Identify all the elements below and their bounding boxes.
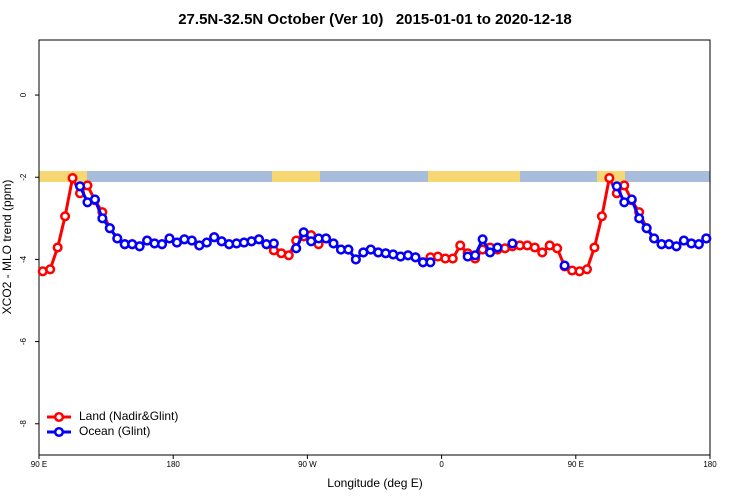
data-point <box>626 194 637 205</box>
data-point <box>552 243 563 254</box>
data-point <box>447 253 458 264</box>
data-point <box>604 173 615 184</box>
data-point <box>164 233 175 244</box>
legend-label: Land (Nadir&Glint) <box>79 409 178 423</box>
data-point <box>596 211 607 222</box>
data-point <box>134 241 145 252</box>
data-point <box>693 239 704 250</box>
data-point <box>156 239 168 250</box>
data-point <box>410 252 421 263</box>
data-point <box>201 237 212 248</box>
data-point <box>470 250 481 261</box>
data-point <box>559 260 570 271</box>
data-point <box>209 232 220 243</box>
y-tick-label: -2 <box>19 173 28 181</box>
data-point <box>350 254 361 265</box>
data-point <box>485 247 496 258</box>
data-point <box>641 223 652 234</box>
x-tick-label: 180 <box>703 460 717 469</box>
y-axis-label: XCO2 - MLO trend (ppm) <box>0 180 14 315</box>
data-point <box>634 213 645 224</box>
x-tick-label: 90 E <box>31 460 47 469</box>
data-point <box>104 223 115 234</box>
data-point <box>649 233 660 244</box>
data-point <box>611 181 622 192</box>
data-point <box>701 233 712 244</box>
data-point <box>253 234 264 245</box>
x-tick-label: 180 <box>167 460 181 469</box>
data-point <box>507 238 518 249</box>
data-point <box>671 241 682 252</box>
data-point <box>186 235 197 246</box>
y-tick-label: -6 <box>19 337 28 345</box>
data-point <box>328 238 339 249</box>
data-point <box>320 233 332 244</box>
legend-label: Ocean (Glint) <box>79 424 150 438</box>
data-point <box>455 240 466 251</box>
y-tick-label: -8 <box>19 420 28 428</box>
data-point <box>67 173 78 184</box>
y-tick-label: 0 <box>19 92 28 97</box>
data-point <box>283 250 294 261</box>
data-point <box>492 242 503 253</box>
chart-title: 27.5N-32.5N October (Ver 10) 2015-01-01 … <box>178 11 572 28</box>
data-point <box>52 242 63 253</box>
data-point <box>89 194 100 205</box>
x-tick-label: 0 <box>439 460 444 469</box>
legend-marker <box>53 411 65 423</box>
data-point <box>477 234 488 245</box>
series-line <box>42 176 708 273</box>
data-point <box>298 227 309 238</box>
data-point <box>74 181 86 192</box>
data-point <box>425 257 436 268</box>
x-tick-label: 90 E <box>568 460 584 469</box>
plot-frame <box>38 39 711 456</box>
data-point <box>97 213 108 224</box>
x-axis-label: Longitude (deg E) <box>327 476 422 490</box>
data-point <box>529 242 540 253</box>
data-point <box>589 242 600 253</box>
x-tick-label: 90 W <box>298 460 317 469</box>
data-point <box>537 247 548 258</box>
data-point <box>60 211 71 222</box>
legend-marker <box>53 426 65 438</box>
legend: Land (Nadir&Glint)Ocean (Glint) <box>47 409 178 438</box>
data-point <box>45 264 56 275</box>
data-point <box>343 244 354 255</box>
data-point <box>268 238 279 249</box>
data-point <box>581 264 593 275</box>
y-tick-label: -4 <box>19 255 28 263</box>
data-point <box>112 233 123 244</box>
data-point <box>291 243 302 254</box>
